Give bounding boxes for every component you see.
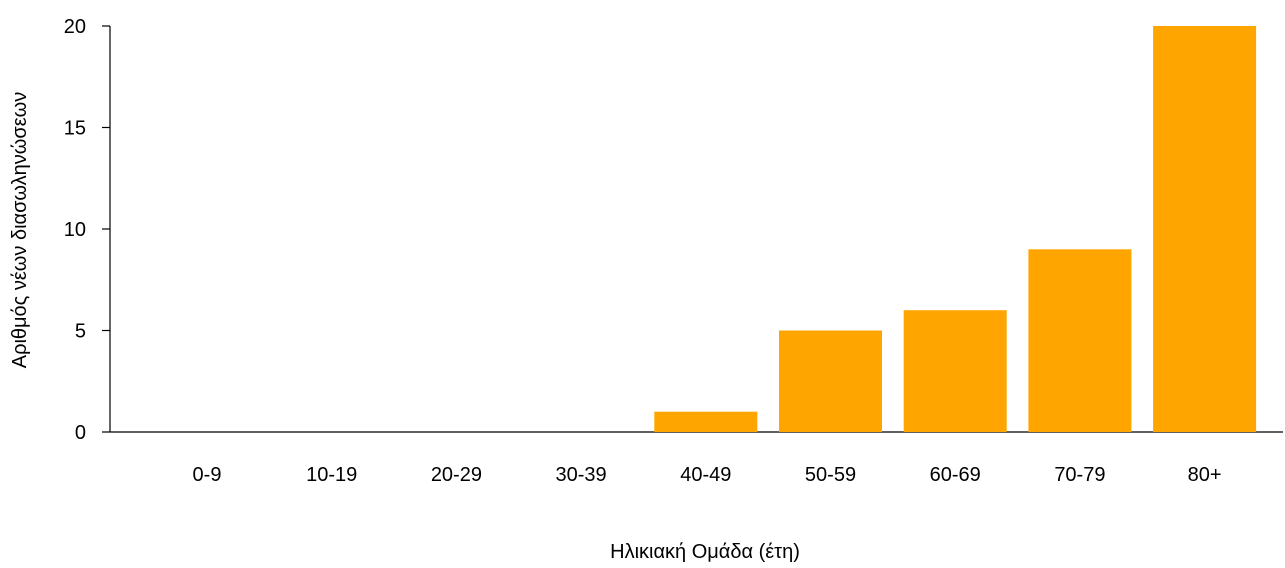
y-tick-label: 15: [64, 118, 86, 140]
x-tick-label: 40-49: [680, 464, 731, 486]
x-tick-labels: 0-9 10-19 20-29 30-39 40-49 50-59 60-69 70-79 80…: [193, 464, 1222, 486]
x-axis-label: Ηλικιακή Ομάδα (έτη): [610, 541, 800, 563]
x-tick-label: 50-59: [805, 464, 856, 486]
bars-group: [654, 26, 1257, 432]
x-tick-label: 70-79: [1054, 464, 1105, 486]
x-tick-label: 80+: [1188, 464, 1222, 486]
x-tick-label: 20-29: [431, 464, 482, 486]
y-tick-label: 10: [64, 219, 86, 241]
x-tick-label: 0-9: [193, 464, 222, 486]
x-tick-label: 10-19: [306, 464, 357, 486]
x-tick-label: 60-69: [930, 464, 981, 486]
bar-70-79: [1028, 249, 1132, 432]
y-axis-label: Αριθμός νέων διασωληνώσεων: [9, 92, 31, 369]
y-tick-label: 0: [75, 422, 86, 444]
bar-60-69: [903, 310, 1007, 432]
y-tick-label: 5: [75, 321, 86, 343]
y-axis: 0 5 10 15 20: [64, 16, 111, 444]
bar-40-49: [654, 411, 758, 432]
y-tick-label: 20: [64, 16, 86, 38]
bar-50-59: [779, 330, 882, 432]
x-tick-label: 30-39: [556, 464, 607, 486]
bar-80+: [1153, 26, 1257, 432]
